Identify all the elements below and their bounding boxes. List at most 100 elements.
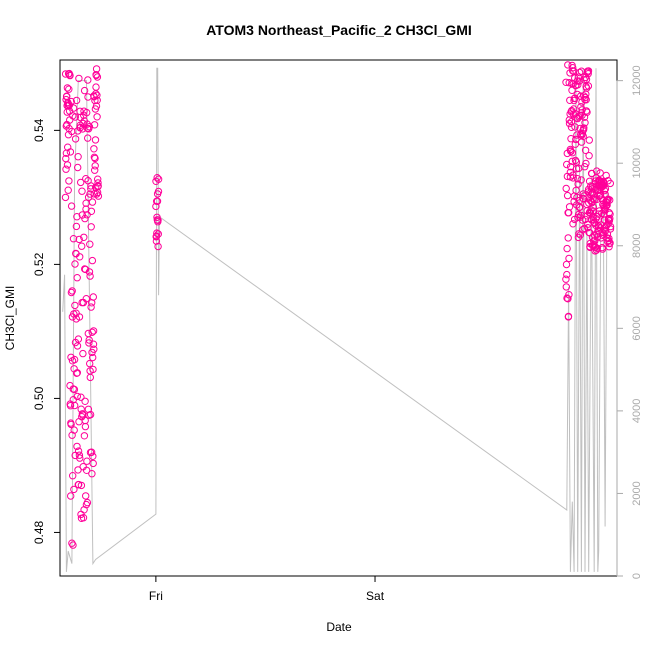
data-point (154, 175, 163, 183)
data-point (599, 177, 608, 186)
data-point (66, 148, 75, 156)
data-point (73, 369, 82, 377)
data-point (567, 118, 576, 126)
data-point (88, 328, 96, 336)
data-point (87, 223, 95, 231)
y-right-tick-label: 8000 (631, 234, 643, 258)
x-axis-label: Date (326, 620, 352, 634)
x-tick-label: Sat (366, 589, 385, 603)
data-point (579, 226, 587, 234)
data-point (152, 237, 161, 245)
data-point (70, 426, 78, 434)
data-point (61, 70, 70, 78)
data-point (74, 447, 83, 455)
data-point (91, 162, 99, 170)
data-point (89, 353, 97, 362)
data-point (583, 108, 591, 116)
data-point (69, 541, 77, 549)
data-point (80, 86, 89, 95)
data-point (153, 197, 162, 206)
y-right-tick-label: 2000 (631, 481, 643, 505)
data-point (75, 313, 84, 321)
data-point (65, 177, 73, 185)
data-point (79, 514, 88, 522)
data-point (569, 174, 577, 182)
data-point (93, 91, 101, 100)
data-point (574, 73, 582, 81)
data-point (78, 187, 86, 195)
data-point (584, 70, 592, 78)
data-point (606, 214, 614, 223)
data-point (89, 459, 97, 468)
data-point (589, 203, 597, 211)
data-point (88, 198, 97, 206)
data-point (77, 393, 85, 401)
data-point (87, 185, 95, 193)
data-point (70, 355, 79, 364)
points-series (61, 61, 615, 549)
data-point (152, 202, 160, 211)
data-point (577, 67, 586, 75)
data-point (577, 176, 585, 184)
data-point (92, 65, 101, 73)
data-point (572, 186, 580, 195)
x-axis: ThuFriSat (149, 575, 595, 603)
data-point (563, 191, 572, 200)
data-point (575, 77, 583, 85)
data-point (78, 242, 86, 250)
data-point (74, 163, 82, 172)
y-right-axis: 0 2000 4000 6000 8000 10000 12000 (616, 65, 643, 579)
data-point (568, 157, 576, 166)
data-point (565, 119, 574, 128)
data-point (75, 74, 83, 83)
data-point (598, 245, 607, 253)
data-point (70, 385, 79, 394)
data-point (569, 220, 577, 228)
data-point (86, 410, 95, 419)
data-point (581, 163, 589, 171)
data-point (83, 457, 91, 465)
data-point (153, 213, 161, 222)
data-point (73, 342, 82, 350)
data-point (570, 105, 578, 113)
data-point (152, 232, 161, 240)
data-point (565, 203, 574, 211)
data-point (77, 178, 85, 187)
data-point (580, 192, 588, 200)
data-point (153, 229, 161, 237)
data-point (582, 159, 590, 168)
data-point (89, 365, 97, 374)
y-right-tick-label: 4000 (631, 399, 643, 423)
y-right-tick-label: 6000 (631, 316, 643, 340)
data-point (584, 67, 593, 75)
data-point (76, 253, 84, 261)
data-point (606, 210, 614, 218)
data-point (66, 402, 75, 410)
data-point (82, 175, 90, 183)
data-point (80, 233, 88, 242)
data-point (91, 154, 99, 163)
data-point (74, 153, 82, 161)
chart-title: ATOM3 Northeast_Pacific_2 CH3Cl_GMI (206, 22, 472, 38)
data-point (75, 235, 83, 244)
y-right-tick-label: 10000 (631, 148, 643, 179)
data-point (593, 244, 601, 253)
data-point (602, 197, 610, 206)
data-point (596, 169, 604, 177)
data-point (568, 149, 577, 157)
data-point (89, 452, 97, 460)
data-point (580, 124, 588, 132)
data-point (87, 303, 95, 311)
data-point (567, 135, 575, 143)
data-point (564, 234, 572, 242)
data-point (67, 420, 75, 429)
data-point (71, 260, 79, 268)
data-point (68, 431, 76, 439)
y-left-tick-label: 0.52 (32, 252, 46, 276)
data-point (73, 442, 81, 451)
data-point (579, 195, 588, 203)
data-point (90, 345, 98, 353)
data-point (91, 166, 99, 174)
data-point (90, 121, 99, 129)
